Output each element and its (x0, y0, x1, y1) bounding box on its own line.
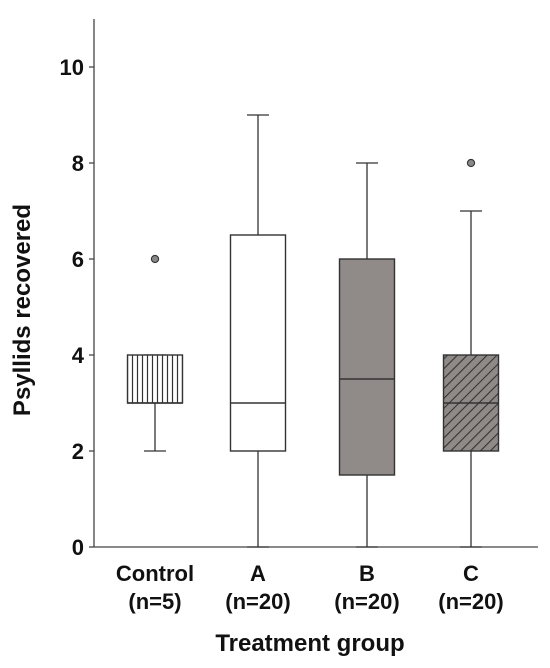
box-iqr (126, 354, 184, 404)
x-tick-sample-size: (n=5) (128, 589, 181, 614)
y-tick-label: 4 (72, 343, 85, 368)
x-tick-label: B (359, 561, 375, 586)
box-iqr (229, 234, 287, 452)
y-tick-label: 8 (72, 151, 84, 176)
x-tick-sample-size: (n=20) (438, 589, 503, 614)
box-iqr (338, 258, 396, 476)
x-axis-title: Treatment group (215, 630, 404, 657)
y-axis-title: Psyllids recovered (9, 204, 36, 416)
outlier-point (150, 254, 160, 264)
x-tick-sample-size: (n=20) (334, 589, 399, 614)
x-tick-label: Control (116, 561, 194, 586)
y-tick-label: 6 (72, 247, 84, 272)
y-tick-label: 10 (60, 55, 84, 80)
y-tick-label: 0 (72, 535, 84, 560)
x-tick-label: A (250, 561, 266, 586)
x-tick-label: C (463, 561, 479, 586)
y-tick-label: 2 (72, 439, 84, 464)
x-tick-sample-size: (n=20) (225, 589, 290, 614)
outlier-point (466, 158, 476, 168)
